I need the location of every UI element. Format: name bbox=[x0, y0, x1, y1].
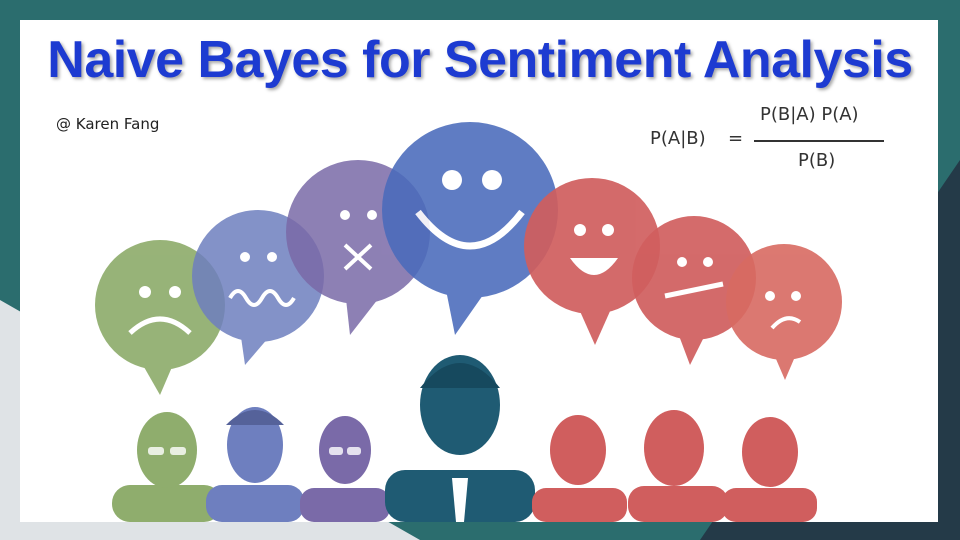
formula-equals: = bbox=[728, 128, 744, 149]
bayes-formula: P(A|B) = P(B|A) P(A) P(B) bbox=[650, 104, 890, 174]
person-icon bbox=[722, 417, 817, 522]
grin-face-icon bbox=[524, 178, 660, 345]
slide-title: Naive Bayes for Sentiment Analysis bbox=[47, 31, 913, 89]
person-icon bbox=[112, 412, 222, 522]
neutral-face-icon bbox=[632, 216, 756, 365]
person-icon bbox=[206, 407, 304, 522]
person-icon bbox=[385, 355, 535, 522]
formula-denominator: P(B) bbox=[798, 150, 836, 171]
formula-fraction-bar bbox=[754, 140, 884, 142]
formula-lhs: P(A|B) bbox=[650, 128, 706, 149]
person-icon bbox=[628, 410, 728, 522]
person-icon bbox=[300, 416, 390, 522]
author-credit: @ Karen Fang bbox=[56, 115, 160, 133]
formula-numerator: P(B|A) P(A) bbox=[760, 104, 859, 125]
smile-face-icon bbox=[382, 122, 558, 335]
person-icon bbox=[532, 415, 627, 522]
frown-face-icon bbox=[726, 244, 842, 380]
